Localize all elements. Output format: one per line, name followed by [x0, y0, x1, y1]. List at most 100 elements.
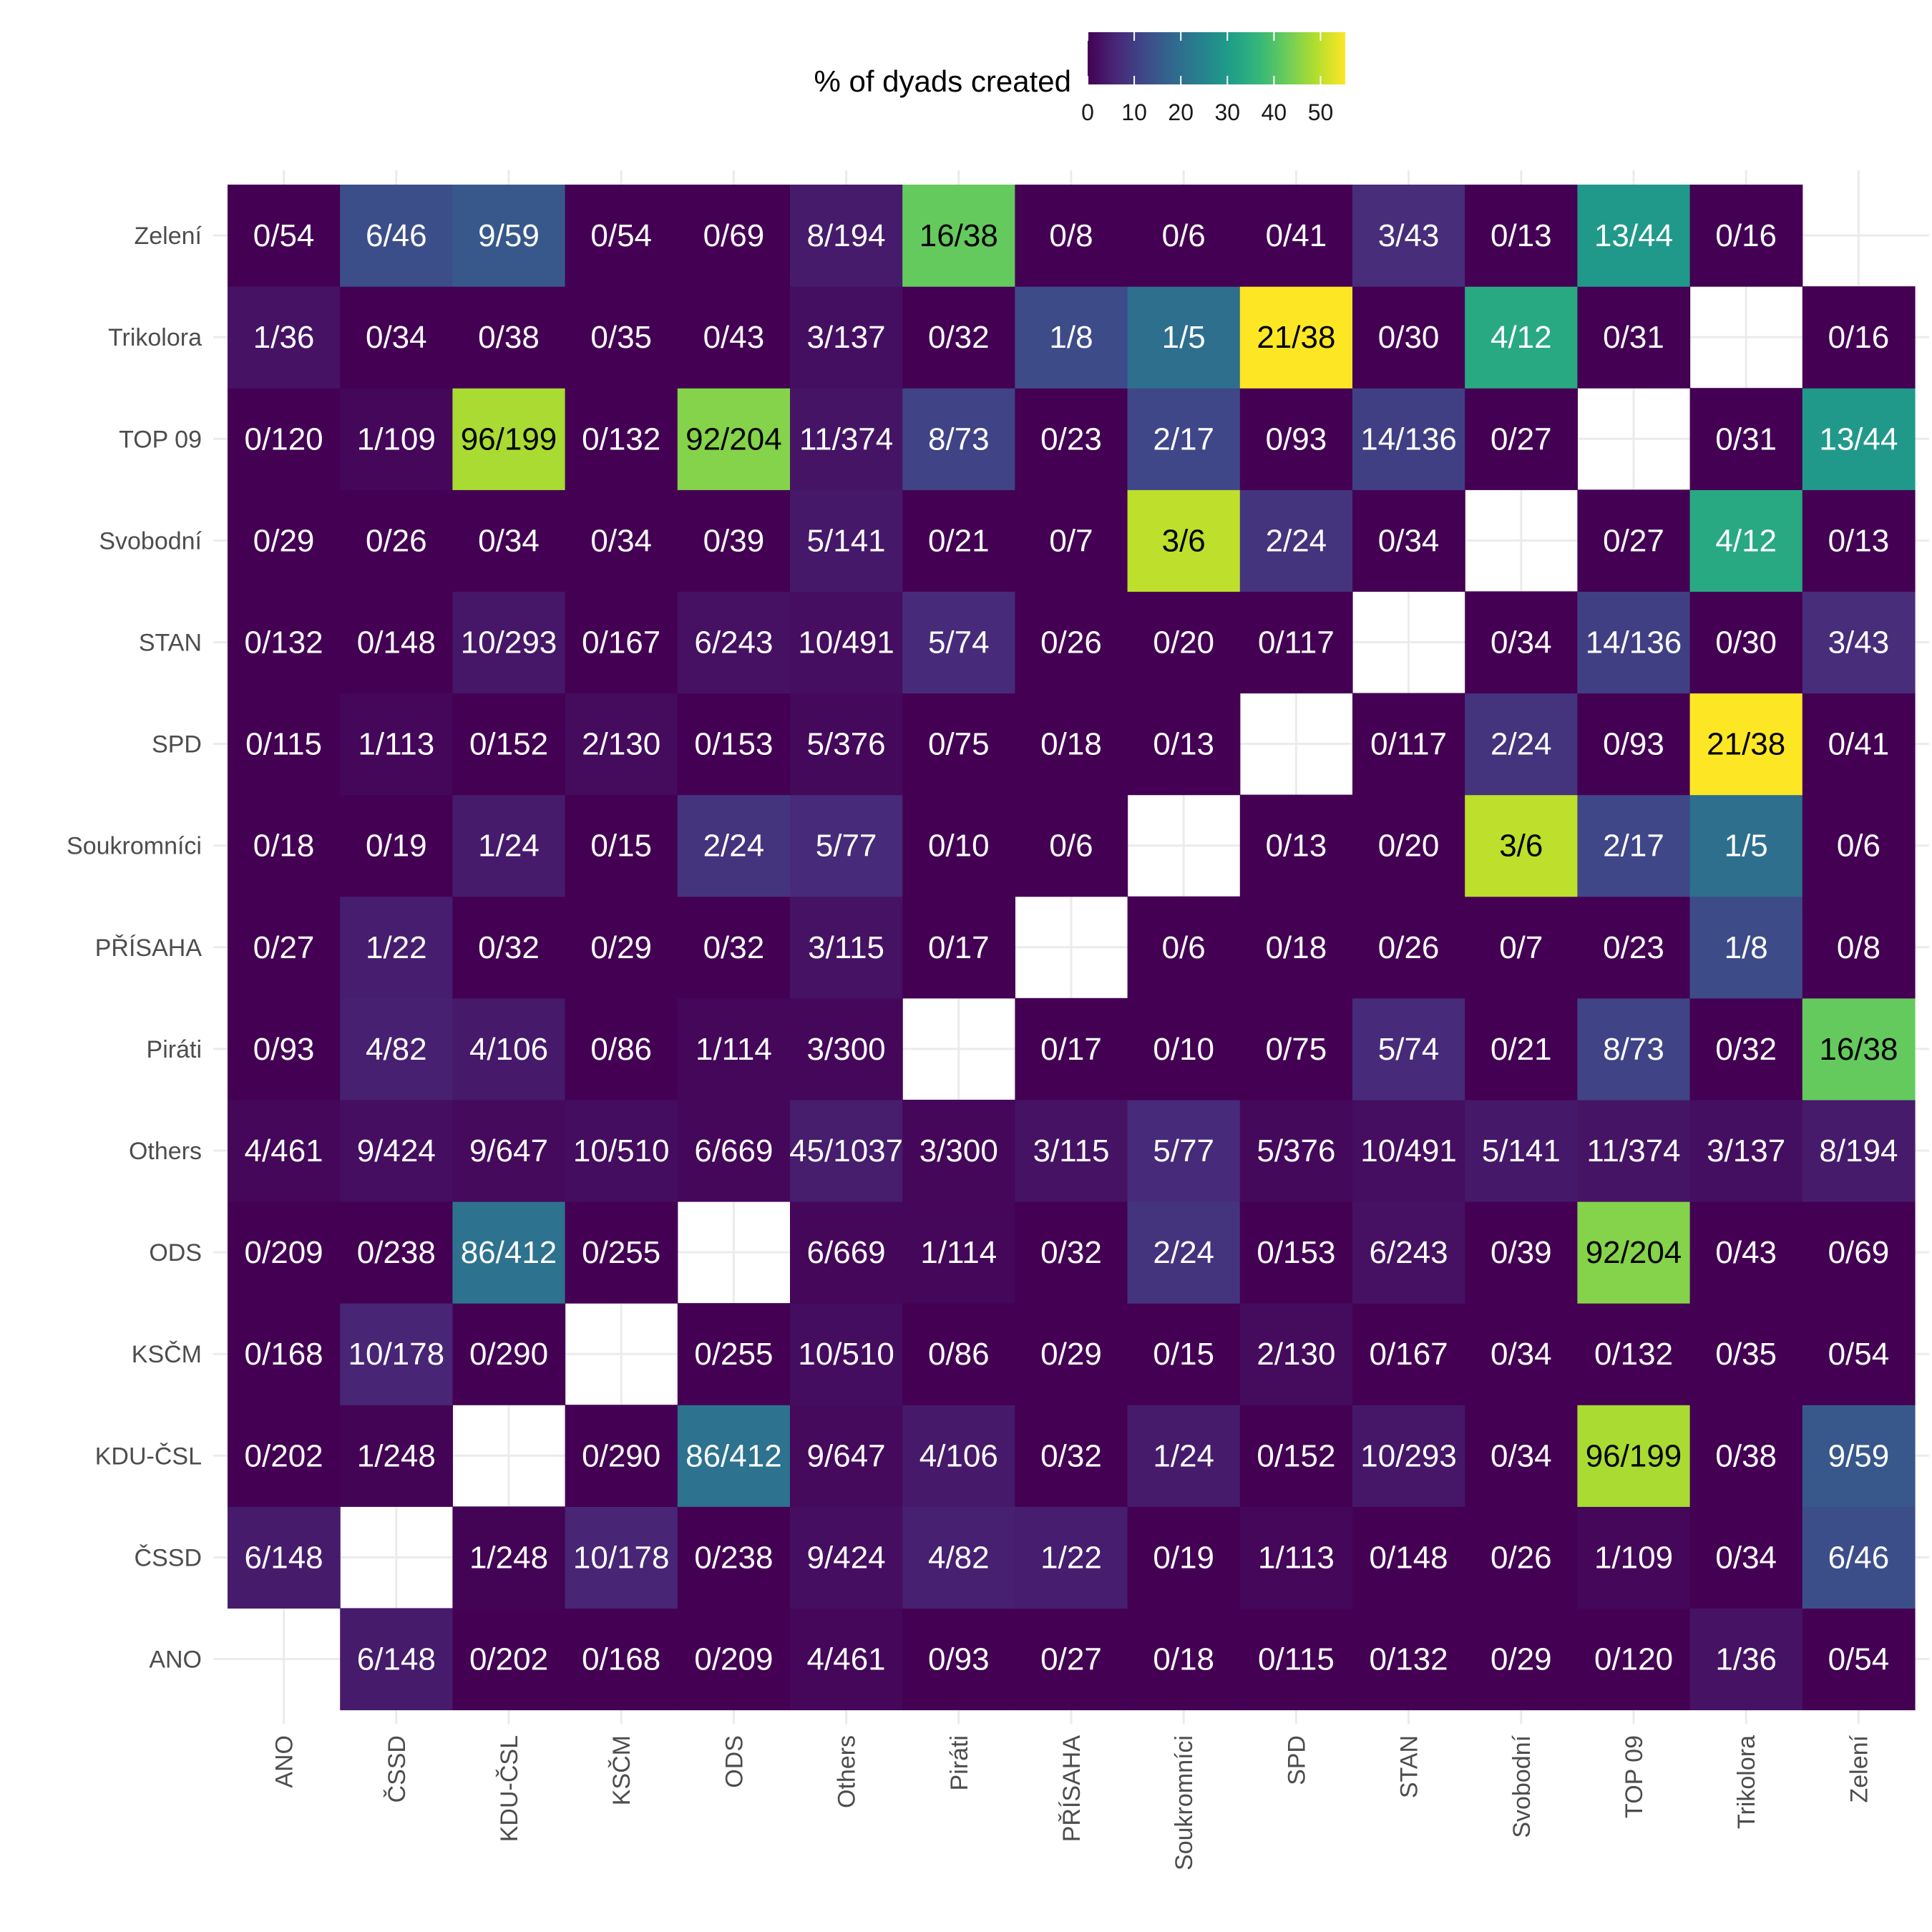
heatmap-cell: [790, 388, 903, 490]
heatmap-cell: [228, 896, 341, 999]
heatmap-cell: [1352, 1303, 1465, 1405]
heatmap-cell: [1127, 693, 1241, 796]
heatmap-cell: [677, 1506, 791, 1609]
cell-label: 0/117: [1370, 727, 1447, 762]
cell-label: 4/12: [1715, 523, 1777, 558]
cell-label: 96/199: [461, 421, 557, 457]
cell-label: 0/35: [1715, 1337, 1777, 1372]
heatmap-cell: [452, 997, 566, 1101]
heatmap-cell: [790, 489, 903, 592]
cell-label: 0/34: [1378, 523, 1440, 558]
cell-label: 9/424: [807, 1540, 886, 1575]
legend-ticks: 0 10 20 30 40 50: [1081, 32, 1333, 125]
cell-label: 0/153: [694, 727, 773, 762]
cell-label: 3/300: [807, 1032, 886, 1067]
heatmap-cell: [1465, 286, 1578, 389]
cell-label: 4/82: [366, 1032, 427, 1067]
heatmap-cell: [452, 1506, 566, 1609]
cell-label: 0/6: [1837, 829, 1880, 864]
cell-label: 1/36: [1715, 1641, 1777, 1677]
heatmap-cell: [1577, 794, 1691, 897]
heatmap-cell: [1239, 185, 1353, 287]
cell-label: 3/6: [1162, 523, 1206, 558]
cell-label: 2/130: [1257, 1337, 1335, 1372]
heatmap-cell: [1127, 1608, 1241, 1711]
cell-label: 0/19: [366, 829, 427, 864]
heatmap-cell: [790, 286, 903, 389]
heatmap-cell: [1127, 388, 1241, 490]
heatmap-cell: [340, 794, 453, 897]
heatmap-cell: [565, 794, 678, 897]
cell-label: 0/29: [1040, 1337, 1102, 1372]
cell-label: 5/141: [1482, 1133, 1561, 1169]
cell-label: 0/167: [582, 625, 660, 660]
cell-label: 0/75: [1266, 1032, 1327, 1067]
cell-label: 45/1037: [789, 1133, 903, 1169]
cell-label: 3/6: [1499, 829, 1543, 864]
cell-label: 1/24: [478, 829, 540, 864]
heatmap-cell: [340, 286, 453, 389]
heatmap-cell: [902, 388, 1015, 490]
cell-label: 0/290: [582, 1438, 660, 1473]
cell-label: 0/75: [928, 727, 990, 762]
cell-label: 0/148: [357, 625, 436, 660]
heatmap-cell: [1465, 1099, 1578, 1202]
heatmap-cell: [1689, 1608, 1803, 1711]
cell-label: 11/374: [1586, 1133, 1680, 1169]
heatmap-cell: [1239, 1506, 1353, 1609]
heatmap-cell: [340, 185, 453, 287]
legend-title: % of dyads created: [814, 64, 1071, 98]
heatmap-cell: [1352, 388, 1465, 490]
cell-label: 0/30: [1378, 320, 1440, 355]
cell-label: 0/41: [1828, 727, 1890, 762]
heatmap-cell: [790, 997, 903, 1101]
cell-label: 0/29: [590, 930, 652, 965]
heatmap-cell: [1127, 185, 1241, 287]
heatmap-cell: [1465, 1506, 1578, 1609]
cell-label: 0/93: [253, 1032, 315, 1067]
heatmap-cell: [1689, 1405, 1803, 1507]
heatmap-cell: [565, 693, 678, 796]
cell-label: 0/7: [1049, 523, 1093, 558]
heatmap-cell: [565, 997, 678, 1101]
heatmap-cell: [1015, 1099, 1128, 1202]
heatmap-cell: [1802, 997, 1916, 1101]
cell-label: 0/7: [1499, 930, 1543, 965]
cell-label: 8/73: [928, 421, 990, 457]
heatmap-cell: [565, 489, 678, 592]
cell-label: 9/59: [1828, 1438, 1890, 1473]
cell-label: 0/238: [357, 1235, 436, 1270]
cell-label: 10/510: [573, 1133, 670, 1169]
cell-label: 4/82: [928, 1540, 990, 1575]
cell-label: 0/21: [1491, 1032, 1552, 1067]
cell-label: 0/86: [928, 1337, 990, 1372]
heatmap-cell: [1689, 1303, 1803, 1405]
heatmap-cell: [452, 489, 566, 592]
heatmap-cell: [1015, 1405, 1128, 1507]
heatmap-cell: [1352, 794, 1465, 897]
cell-label: 6/148: [357, 1641, 436, 1677]
cell-label: 6/243: [694, 625, 773, 660]
heatmap-cell: [1689, 1506, 1803, 1609]
x-tick-label: Zelení: [1845, 1735, 1873, 1802]
heatmap-cell: [1015, 693, 1128, 796]
heatmap-cell: [677, 286, 791, 389]
heatmap-cell: [1239, 1099, 1353, 1202]
cell-label: 3/115: [808, 930, 884, 965]
cell-label: 6/669: [807, 1235, 886, 1270]
heatmap-cell: [790, 1506, 903, 1609]
cell-label: 0/6: [1049, 829, 1093, 864]
heatmap-cell: [1689, 1099, 1803, 1202]
heatmap-cell: [1239, 896, 1353, 999]
cell-label: 5/376: [807, 727, 886, 762]
heatmap-cell: [452, 1201, 566, 1304]
cell-label: 0/202: [469, 1641, 548, 1677]
cell-label: 10/491: [1360, 1133, 1457, 1169]
cell-label: 6/46: [366, 218, 427, 253]
cell-label: 9/647: [469, 1133, 548, 1169]
cell-label: 10/293: [1360, 1438, 1457, 1473]
heatmap-cell: [565, 896, 678, 999]
heatmap-cell: [228, 1303, 341, 1405]
cell-label: 0/26: [366, 523, 427, 558]
